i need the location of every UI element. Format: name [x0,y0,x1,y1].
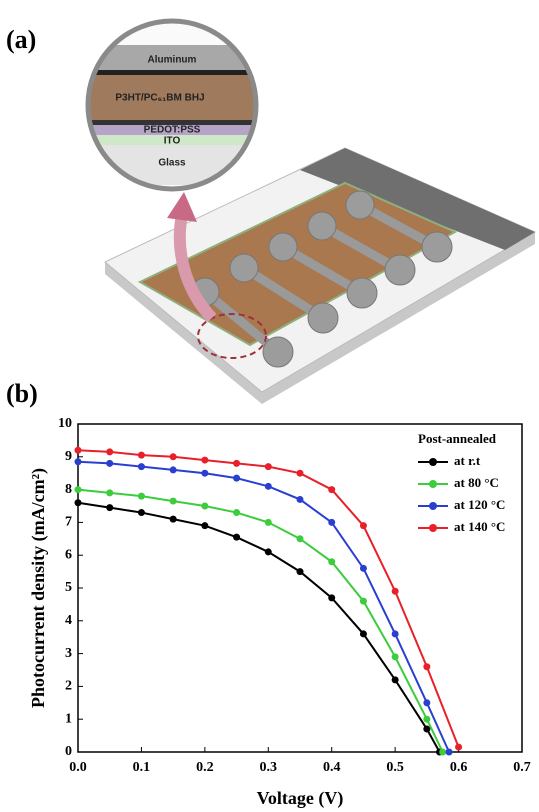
data-point [74,486,82,494]
legend-marker [429,480,437,488]
data-point [296,495,304,503]
y-tick-label: 8 [65,482,72,497]
legend-title: Post-annealed [418,431,497,446]
data-point [391,653,399,661]
y-tick-label: 10 [58,416,72,431]
data-point [74,458,82,466]
data-point [137,492,145,500]
data-point [328,518,336,526]
data-point [439,748,447,756]
layer-label: ITO [164,136,181,147]
data-point [169,466,177,474]
data-point [328,594,336,602]
data-point [391,630,399,638]
legend-marker [429,524,437,532]
data-point [137,451,145,459]
data-point [106,489,114,497]
legend-label: at 120 °C [454,497,505,512]
x-tick-label: 0.1 [133,760,151,775]
data-point [106,504,114,512]
data-point [455,743,463,751]
layer-label: Aluminum [148,55,197,66]
y-tick-label: 7 [65,515,72,530]
data-point [423,663,431,671]
x-tick-label: 0.3 [260,760,278,775]
y-tick-label: 9 [65,449,72,464]
x-tick-label: 0.7 [513,760,531,775]
data-point [264,482,272,490]
x-tick-label: 0.4 [323,760,341,775]
data-point [233,459,241,467]
legend-label: at 140 °C [454,519,505,534]
data-point [423,715,431,723]
legend-label: at 80 °C [454,475,499,490]
data-point [169,497,177,505]
data-point [359,564,367,572]
data-point [137,463,145,471]
y-tick-label: 1 [65,711,72,726]
data-point [74,499,82,507]
data-point [296,469,304,477]
data-point [233,509,241,517]
data-point [106,459,114,467]
legend-label: at r.t [454,453,481,468]
y-tick-label: 4 [65,613,72,628]
data-point [169,453,177,461]
data-point [328,558,336,566]
data-point [106,448,114,456]
data-point [264,463,272,471]
y-axis-label: Photocurrent density (mA/cm²) [28,468,49,708]
y-tick-label: 2 [65,679,72,694]
data-point [169,515,177,523]
layer-label: P3HT/PC₆₁BM BHJ [115,93,204,104]
panel-label: (a) [6,25,36,54]
series-line [77,460,450,753]
x-tick-label: 0.6 [450,760,468,775]
data-point [423,699,431,707]
data-point [74,446,82,454]
data-point [233,474,241,482]
data-point [296,568,304,576]
legend-marker [429,458,437,466]
data-point [264,548,272,556]
device-schematic: Aluminum P3HT/PC₆₁BM BHJ PEDOT:PSS ITO G… [85,18,537,404]
data-point [201,502,209,510]
x-axis-label: Voltage (V) [257,788,344,809]
series-line [77,501,441,753]
data-point [201,469,209,477]
data-point [201,522,209,530]
y-tick-label: 5 [65,580,72,595]
data-point [296,535,304,543]
data-point [264,518,272,526]
data-point [391,676,399,684]
panel-label: (b) [6,379,38,408]
data-point [423,725,431,733]
layer-label: PEDOT:PSS [144,125,201,136]
x-tick-label: 0.5 [386,760,404,775]
data-point [391,587,399,595]
data-point [445,748,453,756]
data-point [233,533,241,541]
y-tick-label: 6 [65,547,72,562]
layer-label: Glass [158,158,186,169]
data-point [201,456,209,464]
legend-marker [429,502,437,510]
data-point [137,509,145,517]
data-point [328,486,336,494]
x-tick-label: 0.2 [196,760,214,775]
data-point [359,630,367,638]
data-point [359,597,367,605]
data-point [359,522,367,530]
y-tick-label: 3 [65,646,72,661]
y-tick-label: 0 [65,744,72,759]
x-tick-label: 0.0 [69,760,87,775]
